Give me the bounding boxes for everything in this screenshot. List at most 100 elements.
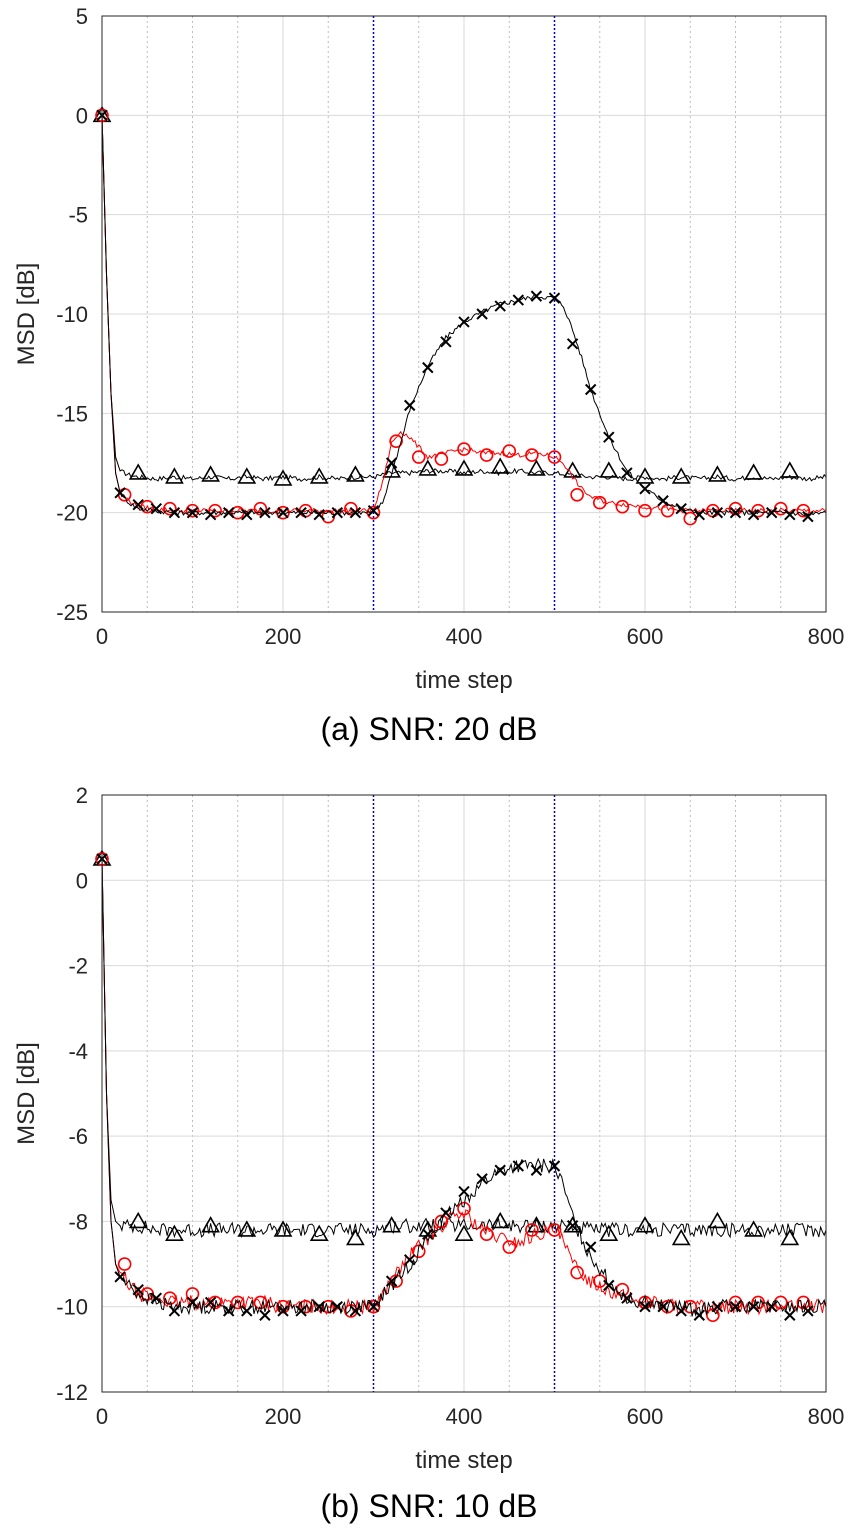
cross-marker <box>204 508 217 521</box>
time-markers-b <box>372 795 556 1392</box>
x-tick-label: 0 <box>96 624 108 649</box>
cross-marker <box>784 1309 796 1321</box>
cross-marker <box>222 506 235 519</box>
cross-marker <box>277 1305 289 1317</box>
triangle-marker <box>635 1216 655 1233</box>
cross-marker <box>186 1296 199 1309</box>
axes-box-b <box>101 794 827 1393</box>
circle-marker <box>660 503 675 518</box>
cross-marker <box>729 506 742 519</box>
triangle-marker <box>165 467 184 484</box>
cross-marker <box>603 1279 615 1292</box>
cross-marker <box>313 1301 325 1313</box>
x-tick-label: 600 <box>627 624 664 649</box>
cross-marker <box>711 1301 724 1313</box>
circle-marker <box>796 503 811 518</box>
cross-marker <box>349 1305 362 1317</box>
circle-marker <box>479 1227 494 1242</box>
circle-marker <box>547 450 562 464</box>
circle-marker <box>298 1299 313 1314</box>
y-tick-label: 2 <box>76 783 88 808</box>
circle-marker <box>344 501 358 516</box>
series-triangle-a <box>92 105 827 486</box>
series-o-b <box>95 852 827 1323</box>
circle-marker <box>117 487 132 502</box>
triangle-marker <box>128 463 148 480</box>
y-axis-label-a: MSD [dB] <box>13 263 40 366</box>
cross-marker <box>440 336 452 348</box>
circle-marker <box>525 448 539 462</box>
cross-marker <box>711 506 724 519</box>
triangle-marker <box>128 1211 148 1229</box>
circle-marker <box>728 501 743 516</box>
x-axis-label-b: time step <box>415 1447 512 1474</box>
x-tick-label: 800 <box>808 1404 845 1429</box>
cross-marker <box>530 290 543 302</box>
y-tick-label: 0 <box>76 103 88 128</box>
cross-marker <box>548 1160 561 1172</box>
y-tick-label: -10 <box>56 302 88 327</box>
series-layer-b <box>92 849 827 1323</box>
cross-marker <box>802 510 814 523</box>
triangle-marker <box>563 1216 582 1233</box>
cross-marker <box>657 1301 669 1313</box>
cross-marker <box>639 1301 651 1313</box>
cross-marker <box>675 1305 687 1317</box>
triangle-marker <box>708 465 727 482</box>
panel-a: 0 200 400 600 800-25-20-15-10-505 time step … <box>13 4 844 747</box>
x-tick-label: 200 <box>265 1404 302 1429</box>
triangle-marker <box>382 1216 401 1233</box>
cross-marker <box>114 487 126 499</box>
circle-marker <box>706 1308 720 1323</box>
y-tick-label: -2 <box>68 954 88 979</box>
tick-labels-b: 0 200 400 600 800 -12 -10 -8 -6 -4 -2 0 2 <box>56 783 844 1429</box>
circle-marker <box>185 503 200 518</box>
circle-marker <box>751 503 765 518</box>
circle-marker <box>253 501 268 516</box>
triangle-marker <box>273 1220 293 1237</box>
cross-marker <box>204 1296 217 1309</box>
cross-marker <box>584 1241 597 1253</box>
x-tick-label: 200 <box>265 624 302 649</box>
cross-marker <box>132 499 144 511</box>
cross-marker <box>422 361 434 374</box>
cross-marker <box>458 1185 470 1198</box>
x-axis-label-a: time step <box>415 667 512 694</box>
y-tick-label: -5 <box>68 203 88 228</box>
triangle-marker <box>454 1224 474 1242</box>
x-tick-label: 400 <box>446 1404 483 1429</box>
cross-marker <box>259 1309 271 1321</box>
x-tick-label: 0 <box>96 1404 108 1429</box>
triangle-marker <box>346 465 365 482</box>
cross-marker <box>765 506 778 519</box>
cross-marker <box>584 383 597 396</box>
cross-marker <box>349 506 362 519</box>
series-layer-a <box>92 105 827 526</box>
cross-marker <box>566 338 579 350</box>
circle-marker <box>502 1240 517 1254</box>
circle-marker <box>592 495 607 510</box>
cross-marker <box>114 1271 126 1283</box>
y-tick-label: -25 <box>56 600 88 625</box>
triangle-marker <box>671 1228 691 1246</box>
cross-marker <box>132 1283 144 1296</box>
cross-marker <box>222 1305 235 1317</box>
axes-box-a <box>101 15 827 613</box>
triangle-marker <box>201 465 220 482</box>
cross-marker <box>639 483 651 495</box>
y-tick-label: -20 <box>56 501 88 526</box>
series-x-b <box>96 853 827 1321</box>
cross-marker <box>476 308 488 320</box>
cross-marker <box>512 1160 525 1172</box>
triangle-marker <box>744 463 763 480</box>
circle-marker <box>570 1265 584 1280</box>
cross-marker <box>422 1228 434 1240</box>
circle-marker <box>366 505 381 520</box>
caption-a: (a) SNR: 20 dB <box>321 711 538 747</box>
circle-marker <box>547 1223 562 1237</box>
circle-marker <box>163 501 177 516</box>
triangle-marker <box>708 1211 727 1229</box>
triangle-marker <box>309 1224 329 1242</box>
cross-marker <box>385 1275 398 1287</box>
circle-marker <box>728 1295 743 1310</box>
